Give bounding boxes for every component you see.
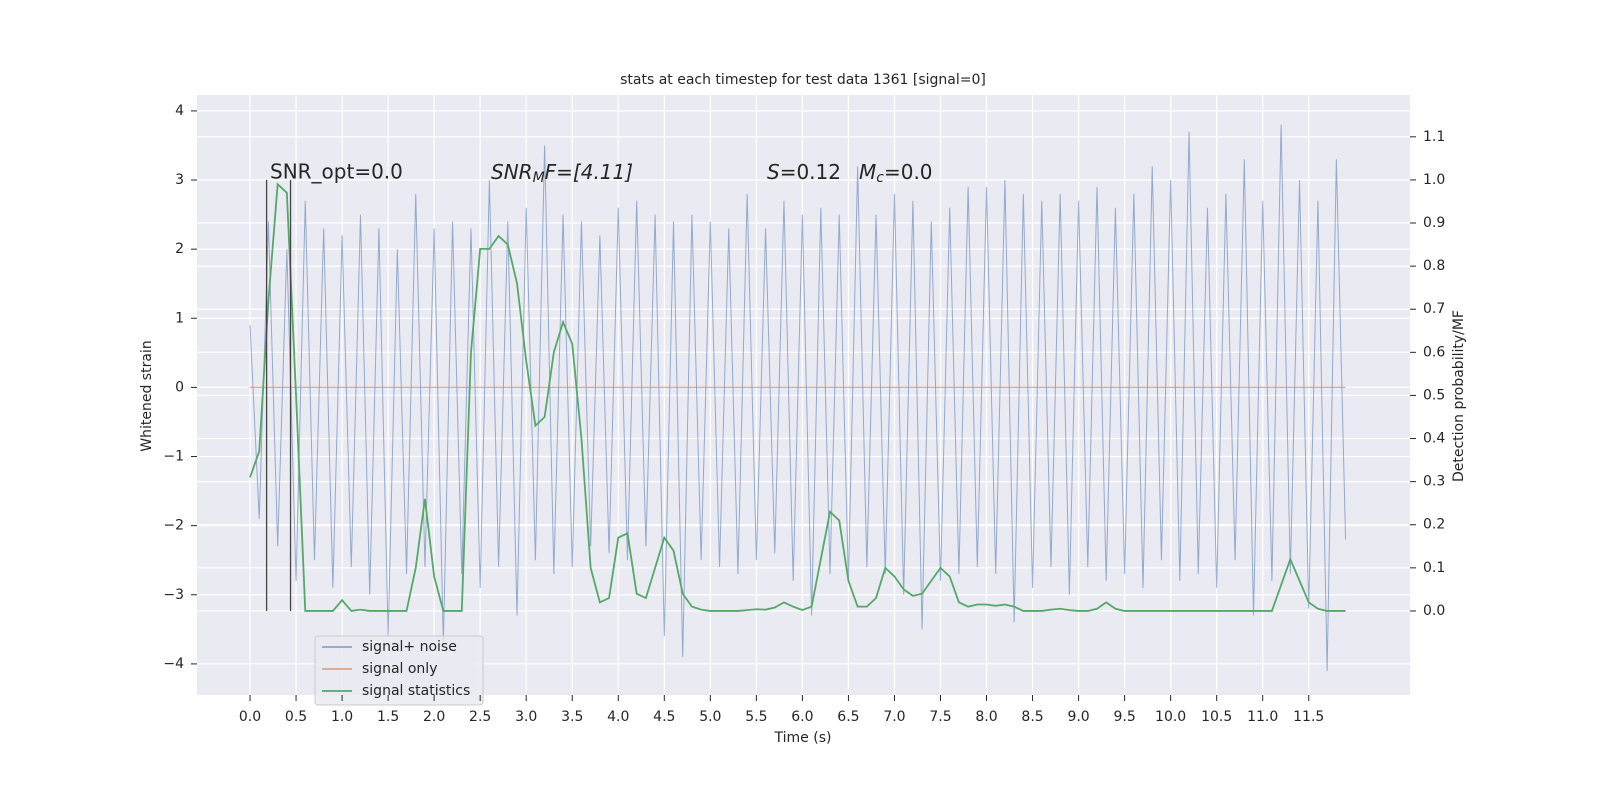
x-tick-label: 4.5 [653,709,675,725]
y2-tick-label: 0.9 [1423,215,1445,231]
legend-label: signal only [362,661,437,677]
y-tick-label: 0 [175,379,184,395]
x-tick-label: 2.5 [469,709,491,725]
y-tick-label: 3 [175,172,184,188]
y2-axis-label: Detection probability/MF [1451,310,1467,482]
x-tick-label: 11.0 [1247,709,1278,725]
y2-tick-label: 0.0 [1423,603,1445,619]
y-tick-label: 2 [175,241,184,257]
x-tick-label: 9.0 [1067,709,1089,725]
y-tick-label: 1 [175,310,184,326]
y-tick-label: −4 [163,656,184,672]
y2-tick-label: 0.4 [1423,431,1445,447]
y2-tick-label: 0.1 [1423,560,1445,576]
grid [197,95,1410,695]
y2-tick-label: 1.0 [1423,172,1445,188]
series-line [249,124,1347,671]
x-tick-label: 1.0 [331,709,353,725]
y2-tick-label: 0.2 [1423,517,1445,533]
x-tick-label: 6.5 [837,709,859,725]
x-tick-label: 11.5 [1293,709,1324,725]
y-tick-label: −1 [163,449,184,465]
x-tick-label: 5.0 [699,709,721,725]
annotation-part: F=[4.11] [545,160,633,184]
y2-tick-label: 0.8 [1423,258,1445,274]
y2-tick-label: 1.1 [1423,129,1445,145]
annotation-part: M [533,170,545,186]
y-tick-label: −3 [163,587,184,603]
x-tick-label: 10.0 [1155,709,1186,725]
annotation: SNR_opt=0.0 [270,160,403,184]
x-tick-label: 7.5 [929,709,951,725]
x-tick-label: 8.0 [975,709,997,725]
annotation-part: =0.0 [884,160,933,184]
x-axis-label: Time (s) [774,730,832,746]
y2-tick-label: 0.5 [1423,387,1445,403]
annotation: S=0.12 [767,160,841,184]
y2-tick-label: 0.7 [1423,301,1445,317]
x-tick-label: 4.0 [607,709,629,725]
chart-title: stats at each timestep for test data 136… [620,72,986,88]
marks [249,124,1347,671]
y2-tick-label: 0.3 [1423,474,1445,490]
legend-label: signal+ noise [362,639,457,655]
x-tick-label: 8.5 [1021,709,1043,725]
legend: signal+ noise signal only signal statistic… [314,635,484,706]
x-tick-label: 5.5 [745,709,767,725]
annotation: Mc=0.0 [859,160,933,187]
annotation-part: S [767,160,780,184]
x-tick-label: 0.5 [285,709,307,725]
annotation-part: =0.12 [780,160,841,184]
x-tick-label: 3.0 [515,709,537,725]
x-tick-label: 6.0 [791,709,813,725]
y-tick-label: −2 [163,518,184,534]
legend-label: signal statistics [362,683,470,699]
x-tick-label: 1.5 [377,709,399,725]
legend-box [314,635,484,706]
x-tick-label: 7.0 [883,709,905,725]
annotation: SNRMF=[4.11] [491,160,633,187]
y2-tick-label: 0.6 [1423,344,1445,360]
annotation-part: SNR [491,160,533,184]
annotation-part: c [876,170,884,186]
x-tick-label: 0.0 [239,709,261,725]
annotation-part: M [859,160,876,184]
x-tick-label: 2.0 [423,709,445,725]
x-tick-label: 9.5 [1113,709,1135,725]
x-tick-label: 10.5 [1201,709,1232,725]
y-axis-label: Whitened strain [139,340,155,451]
x-tick-label: 3.5 [561,709,583,725]
series-line [249,182,1346,612]
y-tick-label: 4 [175,103,184,119]
